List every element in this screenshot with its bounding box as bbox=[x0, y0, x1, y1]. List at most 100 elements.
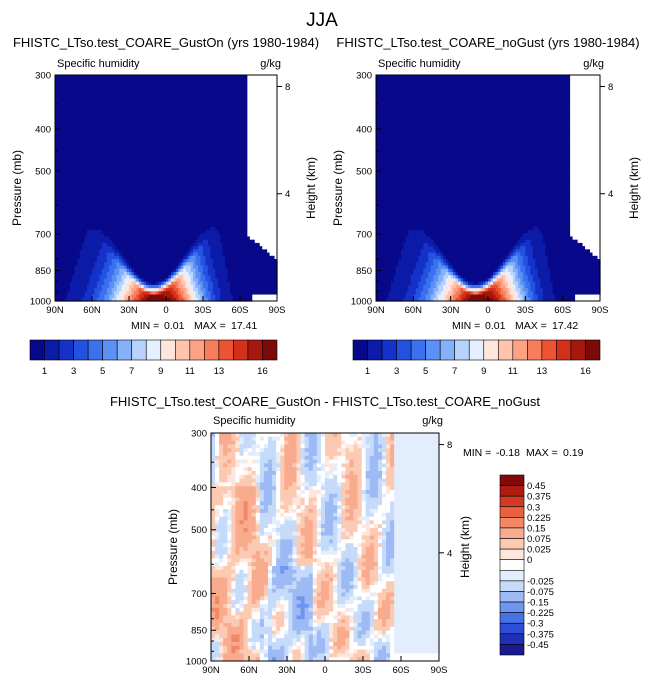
field-cell bbox=[99, 104, 103, 108]
field-cell bbox=[64, 200, 68, 205]
field-cell bbox=[92, 91, 96, 95]
field-cell bbox=[64, 223, 68, 228]
field-cell bbox=[77, 75, 81, 79]
field-cell bbox=[59, 288, 63, 292]
field-cell bbox=[94, 288, 98, 292]
field-cell bbox=[77, 268, 81, 273]
field-cell bbox=[59, 242, 63, 247]
field-cell bbox=[89, 229, 93, 234]
field-cell bbox=[82, 152, 86, 157]
field-cell bbox=[82, 104, 86, 108]
field-cell bbox=[99, 188, 103, 192]
field-cell bbox=[87, 129, 91, 134]
field-cell bbox=[74, 97, 78, 102]
field-cell bbox=[57, 294, 61, 299]
field-cell bbox=[67, 78, 71, 83]
field-cell bbox=[92, 162, 96, 166]
field-cell bbox=[82, 239, 86, 244]
field-cell bbox=[64, 242, 68, 247]
field-cell bbox=[101, 91, 105, 95]
field-cell bbox=[92, 181, 96, 186]
field-cell bbox=[82, 129, 86, 134]
field-cell bbox=[101, 284, 105, 289]
field-cell bbox=[101, 291, 105, 296]
field-cell bbox=[89, 217, 93, 221]
field-cell bbox=[55, 133, 59, 137]
field-cell bbox=[87, 297, 91, 302]
field-cell bbox=[57, 184, 61, 189]
field-cell bbox=[99, 284, 103, 289]
field-cell bbox=[99, 129, 103, 134]
field-cell bbox=[82, 84, 86, 89]
field-cell bbox=[69, 136, 73, 141]
field-cell bbox=[57, 81, 61, 86]
field-cell bbox=[84, 110, 88, 115]
field-cell bbox=[94, 81, 98, 86]
field-cell bbox=[96, 181, 100, 186]
field-cell bbox=[92, 94, 96, 99]
field-cell bbox=[104, 152, 108, 157]
field-cell bbox=[94, 217, 98, 221]
field-cell bbox=[92, 242, 96, 247]
field-cell bbox=[72, 168, 76, 173]
field-cell bbox=[64, 158, 68, 163]
field-cell bbox=[96, 149, 100, 154]
field-cell bbox=[84, 210, 88, 215]
field-cell bbox=[99, 265, 103, 270]
field-cell bbox=[69, 104, 73, 108]
field-cell bbox=[99, 210, 103, 215]
field-cell bbox=[59, 271, 63, 276]
field-cell bbox=[92, 113, 96, 118]
field-cell bbox=[64, 126, 68, 131]
field-cell bbox=[87, 168, 91, 173]
field-cell bbox=[94, 133, 98, 137]
field-cell bbox=[74, 288, 78, 292]
field-cell bbox=[72, 155, 76, 160]
field-cell bbox=[99, 194, 103, 199]
field-cell bbox=[62, 158, 66, 163]
field-cell bbox=[69, 168, 73, 173]
field-cell bbox=[69, 229, 73, 234]
field-cell bbox=[94, 268, 98, 273]
field-cell bbox=[67, 158, 71, 163]
field-cell bbox=[64, 281, 68, 286]
field-cell bbox=[101, 233, 105, 238]
field-cell bbox=[64, 91, 68, 95]
field-cell bbox=[82, 168, 86, 173]
field-cell bbox=[55, 255, 59, 260]
field-cell bbox=[87, 229, 91, 234]
field-cell bbox=[92, 207, 96, 212]
field-cell bbox=[64, 236, 68, 241]
field-cell bbox=[87, 142, 91, 147]
field-cell bbox=[57, 158, 61, 163]
field-cell bbox=[72, 110, 76, 115]
field-cell bbox=[99, 259, 103, 263]
field-cell bbox=[74, 213, 78, 218]
field-cell bbox=[89, 178, 93, 183]
field-cell bbox=[62, 275, 66, 279]
field-cell bbox=[57, 213, 61, 218]
field-cell bbox=[79, 184, 83, 189]
field-cell bbox=[92, 262, 96, 267]
field-cell bbox=[87, 239, 91, 244]
field-cell bbox=[92, 84, 96, 89]
field-cell bbox=[62, 175, 66, 179]
field-cell bbox=[92, 78, 96, 83]
field-cell bbox=[77, 155, 81, 160]
field-cell bbox=[59, 278, 63, 283]
field-cell bbox=[67, 188, 71, 192]
field-cell bbox=[82, 229, 86, 234]
field-cell bbox=[79, 139, 83, 144]
field-cell bbox=[72, 146, 76, 150]
field-cell bbox=[62, 139, 66, 144]
field-cell bbox=[55, 239, 59, 244]
field-cell bbox=[74, 262, 78, 267]
field-cell bbox=[104, 229, 108, 234]
field-cell bbox=[92, 110, 96, 115]
field-cell bbox=[92, 210, 96, 215]
field-cell bbox=[77, 239, 81, 244]
field-cell bbox=[79, 220, 83, 225]
field-cell bbox=[57, 200, 61, 205]
field-cell bbox=[59, 97, 63, 102]
field-cell bbox=[99, 297, 103, 302]
